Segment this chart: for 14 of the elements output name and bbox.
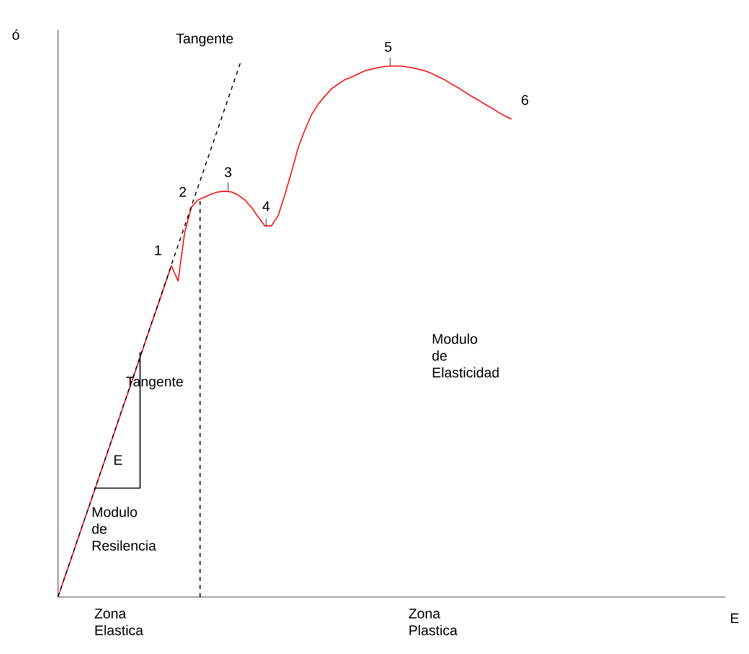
- annotation: Modulo de Resilencia: [92, 506, 156, 551]
- text: Zona Plastica: [408, 608, 458, 636]
- annotation: 4: [262, 201, 270, 211]
- x-axis-title: E: [731, 613, 739, 624]
- y-axis-title: ó: [12, 29, 20, 40]
- text: Zona Elastica: [94, 608, 144, 636]
- annotation: 2: [180, 186, 186, 197]
- annotation: Modulo de Elasticidad: [432, 334, 499, 378]
- text: Tangente: [176, 34, 233, 46]
- annotation: 3: [224, 167, 232, 178]
- annotation: E: [114, 455, 122, 465]
- annotation: 6: [522, 95, 528, 105]
- text: 5: [384, 42, 392, 52]
- annotation: 1: [155, 245, 162, 256]
